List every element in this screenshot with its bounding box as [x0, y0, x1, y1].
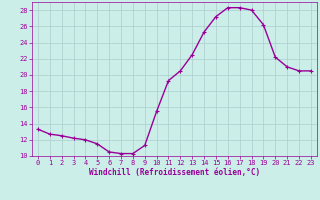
X-axis label: Windchill (Refroidissement éolien,°C): Windchill (Refroidissement éolien,°C): [89, 168, 260, 177]
